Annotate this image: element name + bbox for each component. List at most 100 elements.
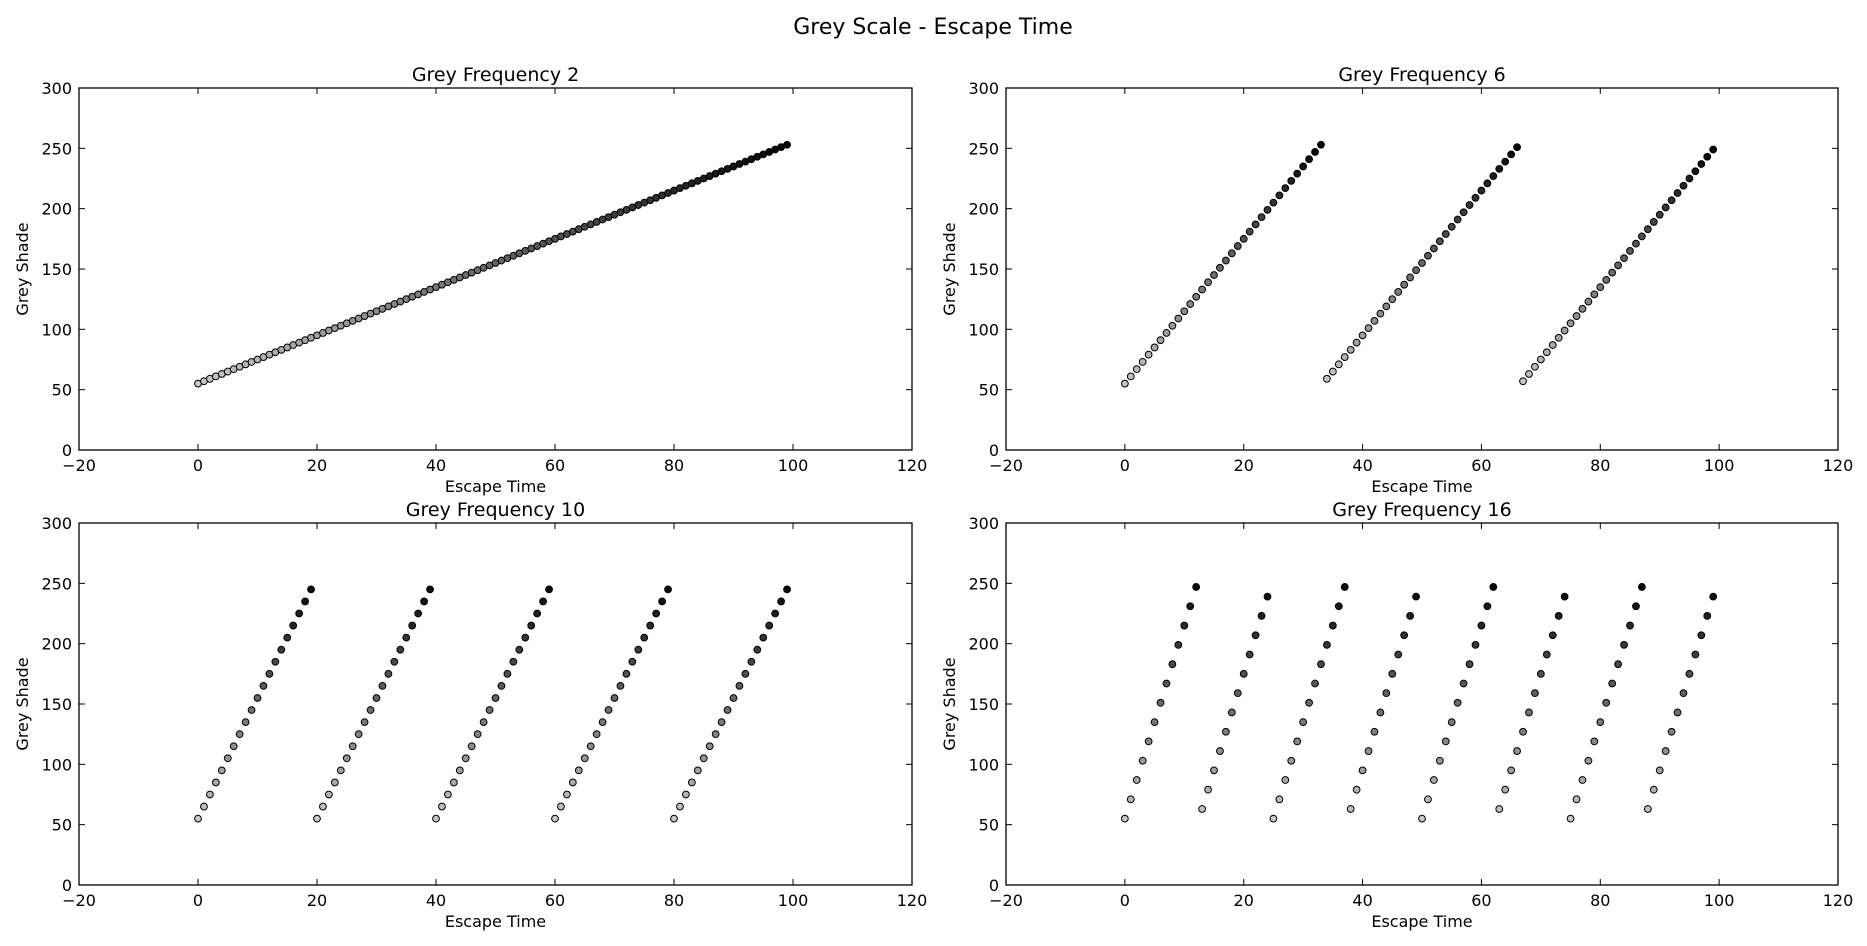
data-point xyxy=(1536,669,1545,678)
x-tick-label: 60 xyxy=(545,456,565,475)
data-point xyxy=(759,633,768,642)
data-point xyxy=(1174,640,1183,649)
y-tick-label: 50 xyxy=(52,816,72,835)
y-tick-label: 300 xyxy=(968,514,999,533)
data-point xyxy=(622,669,631,678)
data-point xyxy=(295,609,304,618)
data-point xyxy=(1459,208,1468,217)
data-point xyxy=(1257,612,1266,620)
data-point xyxy=(521,633,530,642)
data-point xyxy=(1406,273,1415,282)
x-tick-label: −20 xyxy=(62,891,96,910)
data-point xyxy=(1192,583,1201,591)
data-point xyxy=(277,645,286,654)
data-point xyxy=(313,814,321,823)
data-point xyxy=(1673,189,1682,197)
data-point xyxy=(1584,756,1593,765)
data-point xyxy=(384,669,393,678)
data-point xyxy=(1637,232,1646,241)
y-tick-label: 200 xyxy=(41,200,72,219)
data-point xyxy=(289,621,298,630)
data-point xyxy=(557,802,565,811)
data-point xyxy=(1679,689,1688,698)
data-point xyxy=(1305,155,1313,164)
data-point xyxy=(1251,220,1260,229)
data-point xyxy=(461,754,470,763)
data-point xyxy=(1204,278,1212,287)
data-point xyxy=(1358,331,1367,340)
y-tick-label: 100 xyxy=(41,755,72,774)
y-tick-label: 50 xyxy=(52,381,72,400)
data-point xyxy=(1311,148,1319,156)
data-point xyxy=(1429,244,1438,253)
data-point xyxy=(1584,297,1593,306)
data-point xyxy=(319,802,327,811)
y-tick-label: 250 xyxy=(968,139,999,158)
data-point xyxy=(1400,280,1409,289)
data-point xyxy=(1703,152,1712,161)
data-point xyxy=(503,669,512,678)
y-tick-label: 0 xyxy=(989,441,999,460)
data-point xyxy=(1602,275,1611,284)
data-point xyxy=(1465,660,1474,669)
subplot-title: Grey Frequency 6 xyxy=(1338,64,1505,86)
data-point xyxy=(1180,621,1189,630)
data-point xyxy=(497,682,506,690)
data-point xyxy=(342,754,351,763)
data-point xyxy=(1709,145,1718,154)
data-point xyxy=(1483,179,1492,188)
data-point xyxy=(1376,309,1385,318)
data-point xyxy=(604,706,613,714)
data-point xyxy=(330,778,339,787)
y-axis-label: Grey Shade xyxy=(13,222,32,315)
data-point xyxy=(568,778,577,787)
data-point xyxy=(1441,230,1450,238)
data-point xyxy=(1697,631,1706,640)
data-point xyxy=(473,730,482,739)
data-point xyxy=(551,814,559,823)
data-point xyxy=(658,597,666,606)
x-tick-label: 0 xyxy=(1120,456,1130,475)
data-point xyxy=(348,742,357,751)
data-point xyxy=(1691,650,1700,659)
subplot-3: Grey Frequency 10−20 0 20 40 60 80 100 12005010… xyxy=(13,499,927,931)
data-point xyxy=(455,766,464,775)
x-tick-label: 80 xyxy=(1590,456,1610,475)
data-point xyxy=(408,621,417,630)
data-point xyxy=(1483,602,1492,611)
data-point xyxy=(307,585,315,594)
data-point xyxy=(1394,650,1403,659)
data-point xyxy=(1216,263,1224,272)
data-point xyxy=(1323,374,1331,383)
data-point xyxy=(1346,805,1355,813)
data-point xyxy=(1358,766,1367,775)
data-point xyxy=(598,718,607,726)
plot-frame xyxy=(1005,87,1839,451)
data-point xyxy=(1513,747,1521,755)
subplot-4: Grey Frequency 16−20 0 20 40 60 80 100 12005010… xyxy=(940,499,1853,931)
data-point xyxy=(1501,785,1510,794)
data-point xyxy=(1596,718,1605,726)
data-point xyxy=(1305,698,1313,707)
data-point xyxy=(438,802,446,811)
data-point xyxy=(241,718,250,726)
data-point xyxy=(378,682,387,690)
data-point xyxy=(1554,333,1563,342)
y-tick-label: 0 xyxy=(62,441,72,460)
data-point xyxy=(1210,766,1218,775)
y-tick-label: 50 xyxy=(979,816,999,835)
data-point xyxy=(1560,326,1569,335)
data-point xyxy=(1477,621,1486,630)
data-point xyxy=(515,645,524,654)
y-tick-label: 0 xyxy=(62,876,72,895)
y-tick-label: 200 xyxy=(968,635,999,654)
data-point xyxy=(563,790,571,799)
data-point xyxy=(1210,271,1218,279)
data-point xyxy=(1287,756,1296,765)
data-point xyxy=(1412,592,1420,601)
data-point xyxy=(1293,737,1302,746)
data-point xyxy=(1667,196,1676,205)
data-point xyxy=(1453,215,1462,224)
figure-title: Grey Scale - Escape Time xyxy=(793,15,1073,40)
